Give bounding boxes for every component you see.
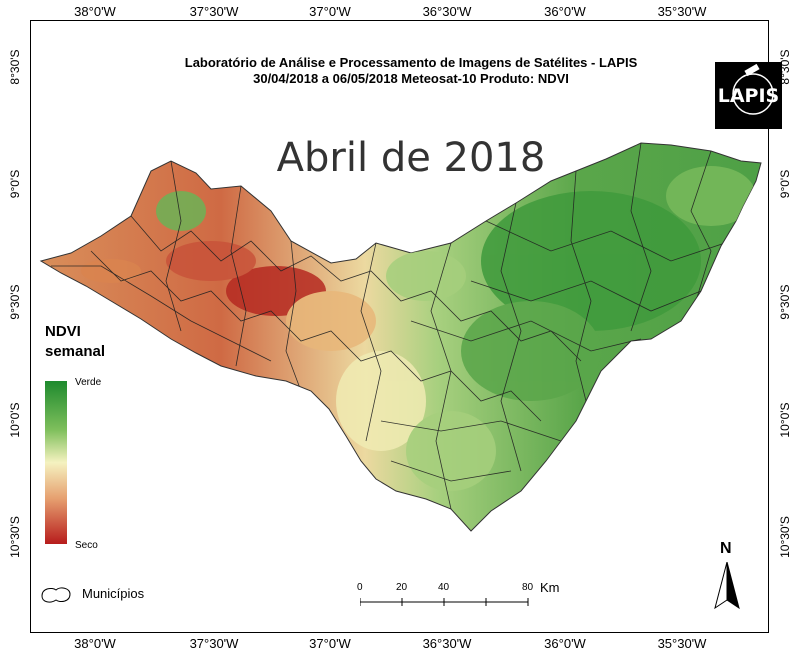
lon-tick-bottom: 36°0'W [544, 636, 586, 651]
map-title: Abril de 2018 [276, 135, 546, 181]
scale-bar: 0 20 40 80 Km [357, 580, 560, 615]
lat-tick-right: 8°30'S [778, 49, 792, 85]
legend-title-line1: NDVI [45, 323, 81, 340]
lat-tick-left: 9°0'S [8, 169, 22, 199]
header-line1: Laboratório de Análise e Processamento d… [184, 55, 638, 70]
scale-bar-graphic [359, 598, 529, 606]
lon-tick-top: 35°30'W [657, 4, 707, 19]
municipios-label: Municípios [82, 586, 145, 601]
state-ndvi-surface [39, 142, 762, 532]
scale-tick: 80 [522, 582, 534, 593]
scale-tick: 40 [438, 582, 450, 593]
legend-bottom-label: Seco [75, 540, 98, 551]
north-label: N [720, 540, 732, 557]
legend-title: NDVI semanal [45, 322, 105, 362]
scale-tick: 20 [396, 582, 408, 593]
lon-tick-bottom: 36°30'W [422, 636, 472, 651]
map-canvas [39, 142, 762, 532]
logo-text: LAPIS [717, 84, 780, 107]
lat-tick-left: 10°0'S [8, 402, 22, 438]
header-line2: 30/04/2018 a 06/05/2018 Meteosat-10 Prod… [253, 71, 569, 86]
lapis-logo: LAPIS [715, 62, 782, 129]
lon-tick-bottom: 35°30'W [657, 636, 707, 651]
lon-tick-top: 38°0'W [74, 4, 116, 19]
scale-unit: Km [540, 580, 560, 595]
north-arrow-icon [714, 562, 740, 610]
legend-top-label: Verde [75, 377, 102, 388]
map-frame: Laboratório de Análise e Processamento d… [30, 20, 782, 633]
lat-tick-right: 10°30'S [778, 516, 792, 558]
lon-tick-bottom: 37°0'W [309, 636, 351, 651]
lat-tick-left: 10°30'S [8, 516, 22, 558]
satellite-icon [732, 63, 774, 115]
legend-title-line2: semanal [45, 343, 106, 360]
municipality-outline-icon [41, 587, 71, 603]
scale-tick: 0 [357, 582, 363, 593]
lon-tick-bottom: 38°0'W [74, 636, 116, 651]
lat-tick-left: 9°30'S [8, 284, 22, 320]
lon-tick-top: 36°30'W [422, 4, 472, 19]
lat-tick-left: 8°30'S [8, 49, 22, 85]
lon-tick-bottom: 37°30'W [189, 636, 239, 651]
lat-tick-right: 10°0'S [778, 402, 792, 438]
lon-tick-top: 36°0'W [544, 4, 586, 19]
lon-tick-top: 37°0'W [309, 4, 351, 19]
lon-tick-top: 37°30'W [189, 4, 239, 19]
lat-tick-right: 9°30'S [778, 284, 792, 320]
lat-tick-right: 9°0'S [778, 169, 792, 199]
ndvi-colorbar [45, 381, 67, 544]
